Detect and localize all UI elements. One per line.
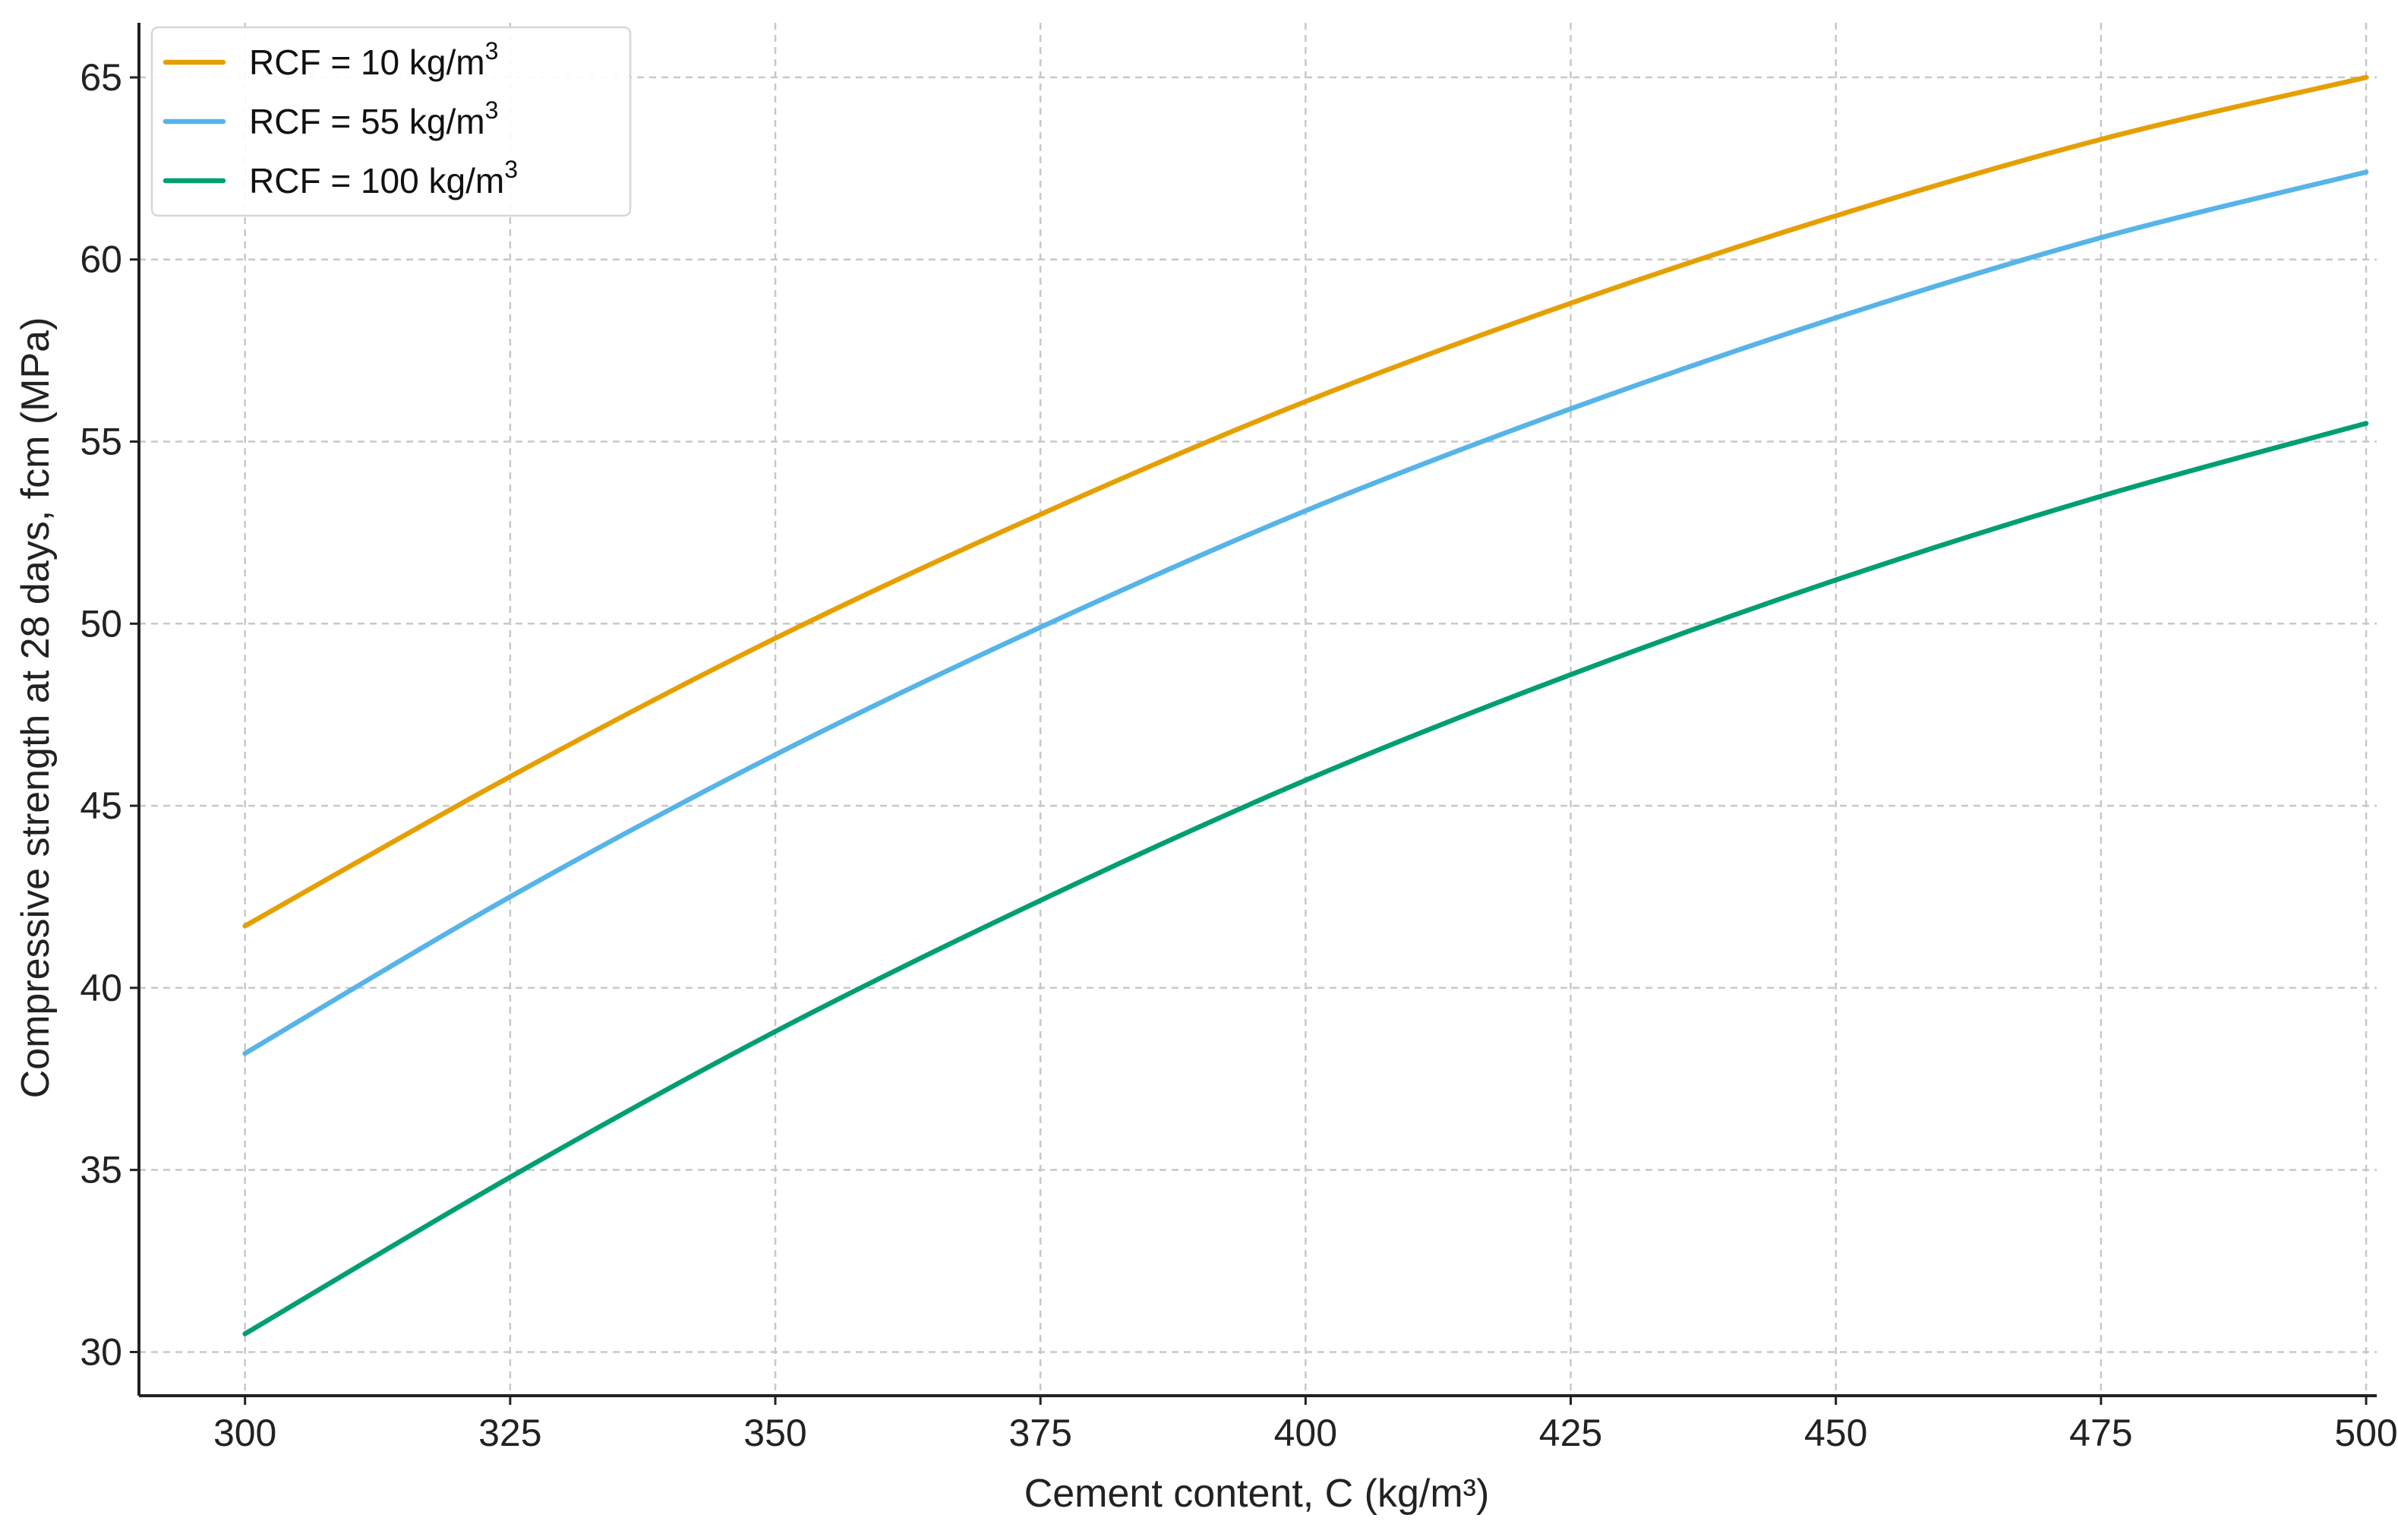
y-tick-label: 35 — [80, 1149, 122, 1191]
legend-label-2: RCF = 55 kg/m3 — [249, 96, 498, 141]
legend-label-text: RCF = 10 kg/m — [249, 43, 485, 82]
legend-label-text: RCF = 55 kg/m — [249, 102, 485, 141]
legend-label-superscript: 3 — [504, 156, 518, 183]
x-tick-label: 500 — [2334, 1412, 2397, 1454]
legend-label-3: RCF = 100 kg/m3 — [249, 156, 518, 200]
x-tick-label: 375 — [1008, 1412, 1071, 1454]
y-tick-label: 55 — [80, 421, 122, 463]
y-ticks: 30 35 40 45 50 55 60 65 — [80, 56, 139, 1373]
y-tick-label: 40 — [80, 967, 122, 1009]
y-tick-label: 65 — [80, 56, 122, 99]
x-tick-label: 450 — [1804, 1412, 1867, 1454]
y-axis-title: Compressive strength at 28 days, fcm (MP… — [14, 317, 58, 1099]
x-tick-label: 300 — [213, 1412, 276, 1454]
axes — [137, 23, 2377, 1397]
y-tick-label: 45 — [80, 784, 122, 827]
legend-label-superscript: 3 — [485, 37, 499, 65]
y-tick-label: 30 — [80, 1330, 122, 1373]
legend-label-text: RCF = 100 kg/m — [249, 161, 504, 200]
series-line-3 — [242, 421, 2369, 1336]
grid — [139, 23, 2377, 1396]
legend-box — [150, 26, 632, 217]
y-tick-label: 50 — [80, 602, 122, 645]
series-group — [242, 74, 2369, 1336]
legend-label-1: RCF = 10 kg/m3 — [249, 37, 498, 82]
x-tick-label: 425 — [1539, 1412, 1602, 1454]
x-ticks: 300 325 350 375 400 425 450 475 500 — [213, 1396, 2398, 1454]
series-line-1 — [242, 74, 2369, 929]
x-tick-label: 400 — [1274, 1412, 1337, 1454]
x-tick-label: 475 — [2069, 1412, 2132, 1454]
y-tick-label: 60 — [80, 238, 122, 281]
series-line-2 — [242, 169, 2369, 1056]
x-axis-title: Cement content, C (kg/m³) — [1024, 1472, 1490, 1516]
x-tick-label: 350 — [743, 1412, 806, 1454]
x-tick-label: 325 — [478, 1412, 541, 1454]
legend-label-superscript: 3 — [485, 96, 499, 124]
